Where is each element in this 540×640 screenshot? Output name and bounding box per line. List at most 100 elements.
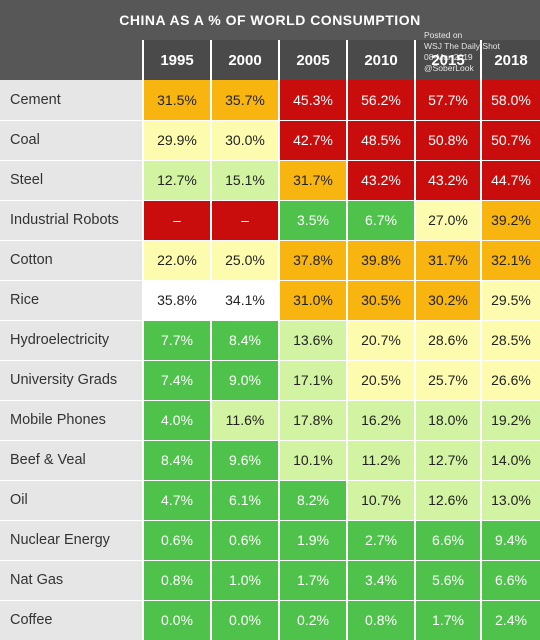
data-cell: 0.2% (280, 600, 346, 640)
label-column-header (0, 40, 142, 80)
data-cell: 9.4% (482, 520, 540, 560)
data-cell: 29.5% (482, 280, 540, 320)
data-cell: 6.1% (212, 480, 278, 520)
watermark-line: Posted on (424, 30, 463, 40)
data-cell: 4.7% (144, 480, 210, 520)
data-cell: 57.7% (416, 80, 480, 120)
data-cell: 14.0% (482, 440, 540, 480)
data-cell: 22.0% (144, 240, 210, 280)
data-cell: 39.2% (482, 200, 540, 240)
data-cell: 6.6% (416, 520, 480, 560)
column-header: 2010 (348, 40, 414, 80)
data-cell: 2.4% (482, 600, 540, 640)
row-label: Oil (0, 480, 142, 520)
data-cell: 50.8% (416, 120, 480, 160)
row-label: Coal (0, 120, 142, 160)
row-label: Mobile Phones (0, 400, 142, 440)
row-label: Steel (0, 160, 142, 200)
data-cell: 1.0% (212, 560, 278, 600)
row-label: Coffee (0, 600, 142, 640)
data-cell: 16.2% (348, 400, 414, 440)
data-cell: 17.8% (280, 400, 346, 440)
data-cell: 3.4% (348, 560, 414, 600)
row-label: Cement (0, 80, 142, 120)
row-divider (0, 560, 540, 561)
data-cell: 31.5% (144, 80, 210, 120)
row-label: Industrial Robots (0, 200, 142, 240)
data-cell: 43.2% (416, 160, 480, 200)
data-cell: 8.4% (144, 440, 210, 480)
data-cell: 44.7% (482, 160, 540, 200)
watermark-line: @SoberLook (424, 63, 474, 73)
row-label: Rice (0, 280, 142, 320)
data-cell: 26.6% (482, 360, 540, 400)
data-cell: 56.2% (348, 80, 414, 120)
column-divider (480, 40, 482, 640)
row-divider (0, 200, 540, 201)
column-divider (278, 40, 280, 640)
data-cell: 43.2% (348, 160, 414, 200)
data-cell: 10.7% (348, 480, 414, 520)
data-cell: 31.0% (280, 280, 346, 320)
data-cell: 48.5% (348, 120, 414, 160)
row-label: Beef & Veal (0, 440, 142, 480)
column-header: 2015 (416, 40, 480, 80)
data-cell: – (212, 200, 278, 240)
data-cell: 34.1% (212, 280, 278, 320)
data-cell: 50.7% (482, 120, 540, 160)
data-cell: 2.7% (348, 520, 414, 560)
data-cell: 1.7% (280, 560, 346, 600)
data-cell: 1.7% (416, 600, 480, 640)
data-cell: 5.6% (416, 560, 480, 600)
data-cell: 35.8% (144, 280, 210, 320)
row-divider (0, 160, 540, 161)
data-cell: 42.7% (280, 120, 346, 160)
data-cell: 7.4% (144, 360, 210, 400)
data-cell: 12.6% (416, 480, 480, 520)
data-cell: 31.7% (280, 160, 346, 200)
data-cell: 58.0% (482, 80, 540, 120)
data-cell: 15.1% (212, 160, 278, 200)
data-cell: 18.0% (416, 400, 480, 440)
data-cell: 31.7% (416, 240, 480, 280)
watermark-line: WSJ The Daily Shot (424, 41, 500, 51)
row-divider (0, 120, 540, 121)
column-divider (142, 40, 144, 640)
data-cell: 45.3% (280, 80, 346, 120)
data-cell: 9.0% (212, 360, 278, 400)
data-cell: 8.2% (280, 480, 346, 520)
data-cell: 20.5% (348, 360, 414, 400)
data-cell: 13.6% (280, 320, 346, 360)
data-cell: 30.0% (212, 120, 278, 160)
data-cell: 6.7% (348, 200, 414, 240)
data-cell: 0.6% (212, 520, 278, 560)
row-label: Nat Gas (0, 560, 142, 600)
data-cell: 9.6% (212, 440, 278, 480)
data-cell: 13.0% (482, 480, 540, 520)
data-cell: 0.8% (144, 560, 210, 600)
data-cell: – (144, 200, 210, 240)
data-cell: 0.8% (348, 600, 414, 640)
data-cell: 29.9% (144, 120, 210, 160)
data-cell: 27.0% (416, 200, 480, 240)
data-cell: 11.6% (212, 400, 278, 440)
data-cell: 37.8% (280, 240, 346, 280)
column-header: 2005 (280, 40, 346, 80)
table-title: CHINA AS A % OF WORLD CONSUMPTION (119, 12, 421, 28)
data-cell: 0.0% (212, 600, 278, 640)
data-cell: 28.6% (416, 320, 480, 360)
row-divider (0, 240, 540, 241)
row-label: University Grads (0, 360, 142, 400)
data-cell: 10.1% (280, 440, 346, 480)
data-cell: 12.7% (416, 440, 480, 480)
column-header: 1995 (144, 40, 210, 80)
row-divider (0, 520, 540, 521)
data-cell: 6.6% (482, 560, 540, 600)
data-cell: 0.0% (144, 600, 210, 640)
data-cell: 17.1% (280, 360, 346, 400)
data-cell: 12.7% (144, 160, 210, 200)
data-cell: 35.7% (212, 80, 278, 120)
row-divider (0, 400, 540, 401)
row-divider (0, 480, 540, 481)
row-divider (0, 280, 540, 281)
